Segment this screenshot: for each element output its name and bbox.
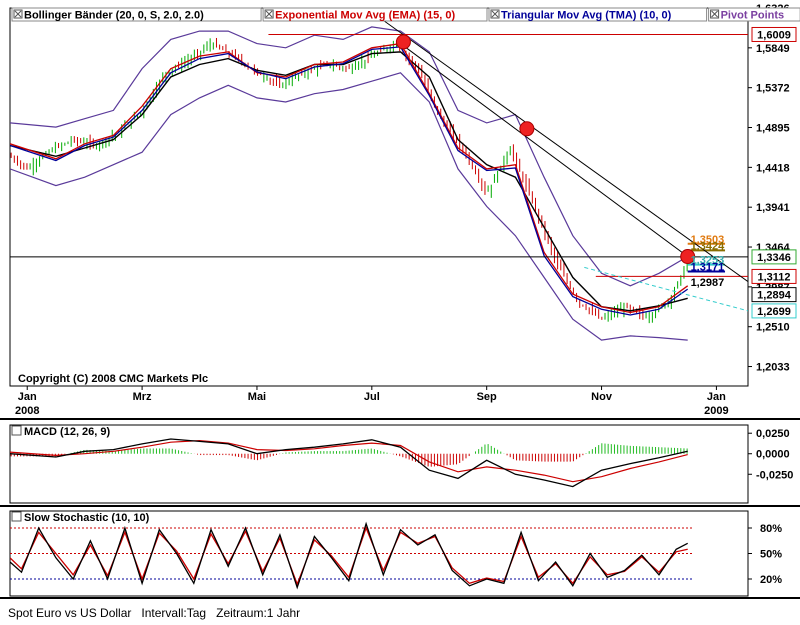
legend-label: Bollinger Bänder (20, 0, S, 2.0, 2.0) — [24, 10, 204, 22]
price-label-text: 1,2894 — [757, 290, 792, 302]
legend-item — [262, 7, 488, 22]
pane-close-icon — [11, 511, 22, 522]
trendline — [584, 266, 748, 312]
legend-close-icon — [491, 10, 499, 18]
y-tick-label: 80% — [760, 523, 782, 535]
price-label-box — [751, 287, 797, 303]
price-label-box — [751, 26, 797, 42]
legend-label: Triangular Mov Avg (TMA) (10, 0) — [501, 10, 672, 22]
price-label-text: 1,3112 — [757, 271, 790, 283]
x-tick-label: Mrz — [133, 391, 152, 403]
bollinger-mid-line — [10, 51, 688, 312]
y-tick-label: 20% — [760, 574, 782, 586]
y-tick-label: 1,4895 — [756, 123, 790, 135]
y-tick-label: 0,0000 — [756, 449, 790, 461]
y-tick-label: 1,2033 — [756, 362, 790, 374]
x-tick-label: Nov — [591, 391, 613, 403]
x-tick-label: Jan — [18, 391, 37, 403]
price-label-box — [751, 268, 797, 284]
x-tick-label: Jan — [707, 391, 726, 403]
y-tick-label: 50% — [760, 549, 782, 561]
pane-close-icon — [11, 425, 22, 436]
macd-pane-frame — [9, 424, 749, 504]
legend-close-icon — [265, 10, 273, 18]
trendline — [365, 8, 748, 283]
price-label-text: 1,6009 — [757, 29, 791, 41]
chart-footer: Spot Euro vs US Dollar Intervall:Tag Zei… — [8, 606, 300, 620]
copyright-text: Copyright (C) 2008 CMC Markets Plc — [18, 373, 208, 385]
trendline — [400, 43, 688, 257]
x-tick-label: Mai — [248, 391, 266, 403]
pivot-value-label: 1,3503 — [691, 234, 725, 246]
macd-plot — [10, 438, 688, 488]
legend-item — [708, 7, 800, 22]
y-tick-label: 1,5372 — [756, 83, 790, 95]
stochastic-k-line — [10, 521, 689, 590]
x-tick-year: 2009 — [704, 405, 728, 417]
macd-title: MACD (12, 26, 9) — [24, 426, 111, 438]
stochastic-plot — [10, 521, 693, 590]
legend-close-icon — [14, 10, 22, 18]
stochastic-title: Slow Stochastic (10, 10) — [24, 512, 150, 524]
legend-label: Pivot Points — [721, 10, 785, 22]
price-label-box — [751, 249, 797, 265]
bollinger-lower-line — [10, 72, 688, 341]
marker-dot — [680, 249, 696, 265]
legend-label: Exponential Mov Avg (EMA) (15, 0) — [275, 10, 455, 22]
pivot-value-label: 1,2987 — [691, 277, 725, 289]
price-pane-frame — [9, 7, 749, 387]
y-tick-label: 1,2510 — [756, 322, 790, 334]
ema-line — [10, 42, 689, 314]
price-label-text: 1,2699 — [757, 306, 791, 318]
tma-line — [10, 46, 689, 316]
price-label-text: 1,3346 — [757, 252, 791, 264]
macd-signal-line — [10, 439, 688, 483]
marker-dot — [519, 121, 535, 137]
x-tick-label: Sep — [477, 391, 497, 403]
y-tick-label: 0,0250 — [756, 428, 790, 440]
legend-close-icon — [711, 10, 718, 18]
marker-dot — [395, 34, 411, 50]
price-label-box — [751, 303, 797, 319]
y-tick-label: 1,5849 — [756, 43, 790, 55]
x-tick-year: 2008 — [15, 405, 39, 417]
footer-instrument: Spot Euro vs US Dollar — [8, 606, 132, 620]
pivot-value-label: 1,3171 — [691, 261, 725, 273]
pivot-value-label: 1,3253 — [691, 255, 725, 267]
legend-item — [11, 7, 262, 22]
y-tick-label: -0,0250 — [756, 469, 793, 481]
x-tick-label: Jul — [364, 391, 380, 403]
footer-period: Zeitraum:1 Jahr — [216, 606, 301, 620]
legend-item — [488, 7, 708, 22]
macd-line — [10, 438, 688, 488]
y-tick-label: 1,4418 — [756, 162, 790, 174]
y-tick-label: 1,3941 — [756, 202, 790, 214]
pivot-value-label: 1,3424 — [691, 240, 726, 252]
footer-interval: Intervall:Tag — [141, 606, 207, 620]
bollinger-upper-line — [10, 26, 689, 287]
